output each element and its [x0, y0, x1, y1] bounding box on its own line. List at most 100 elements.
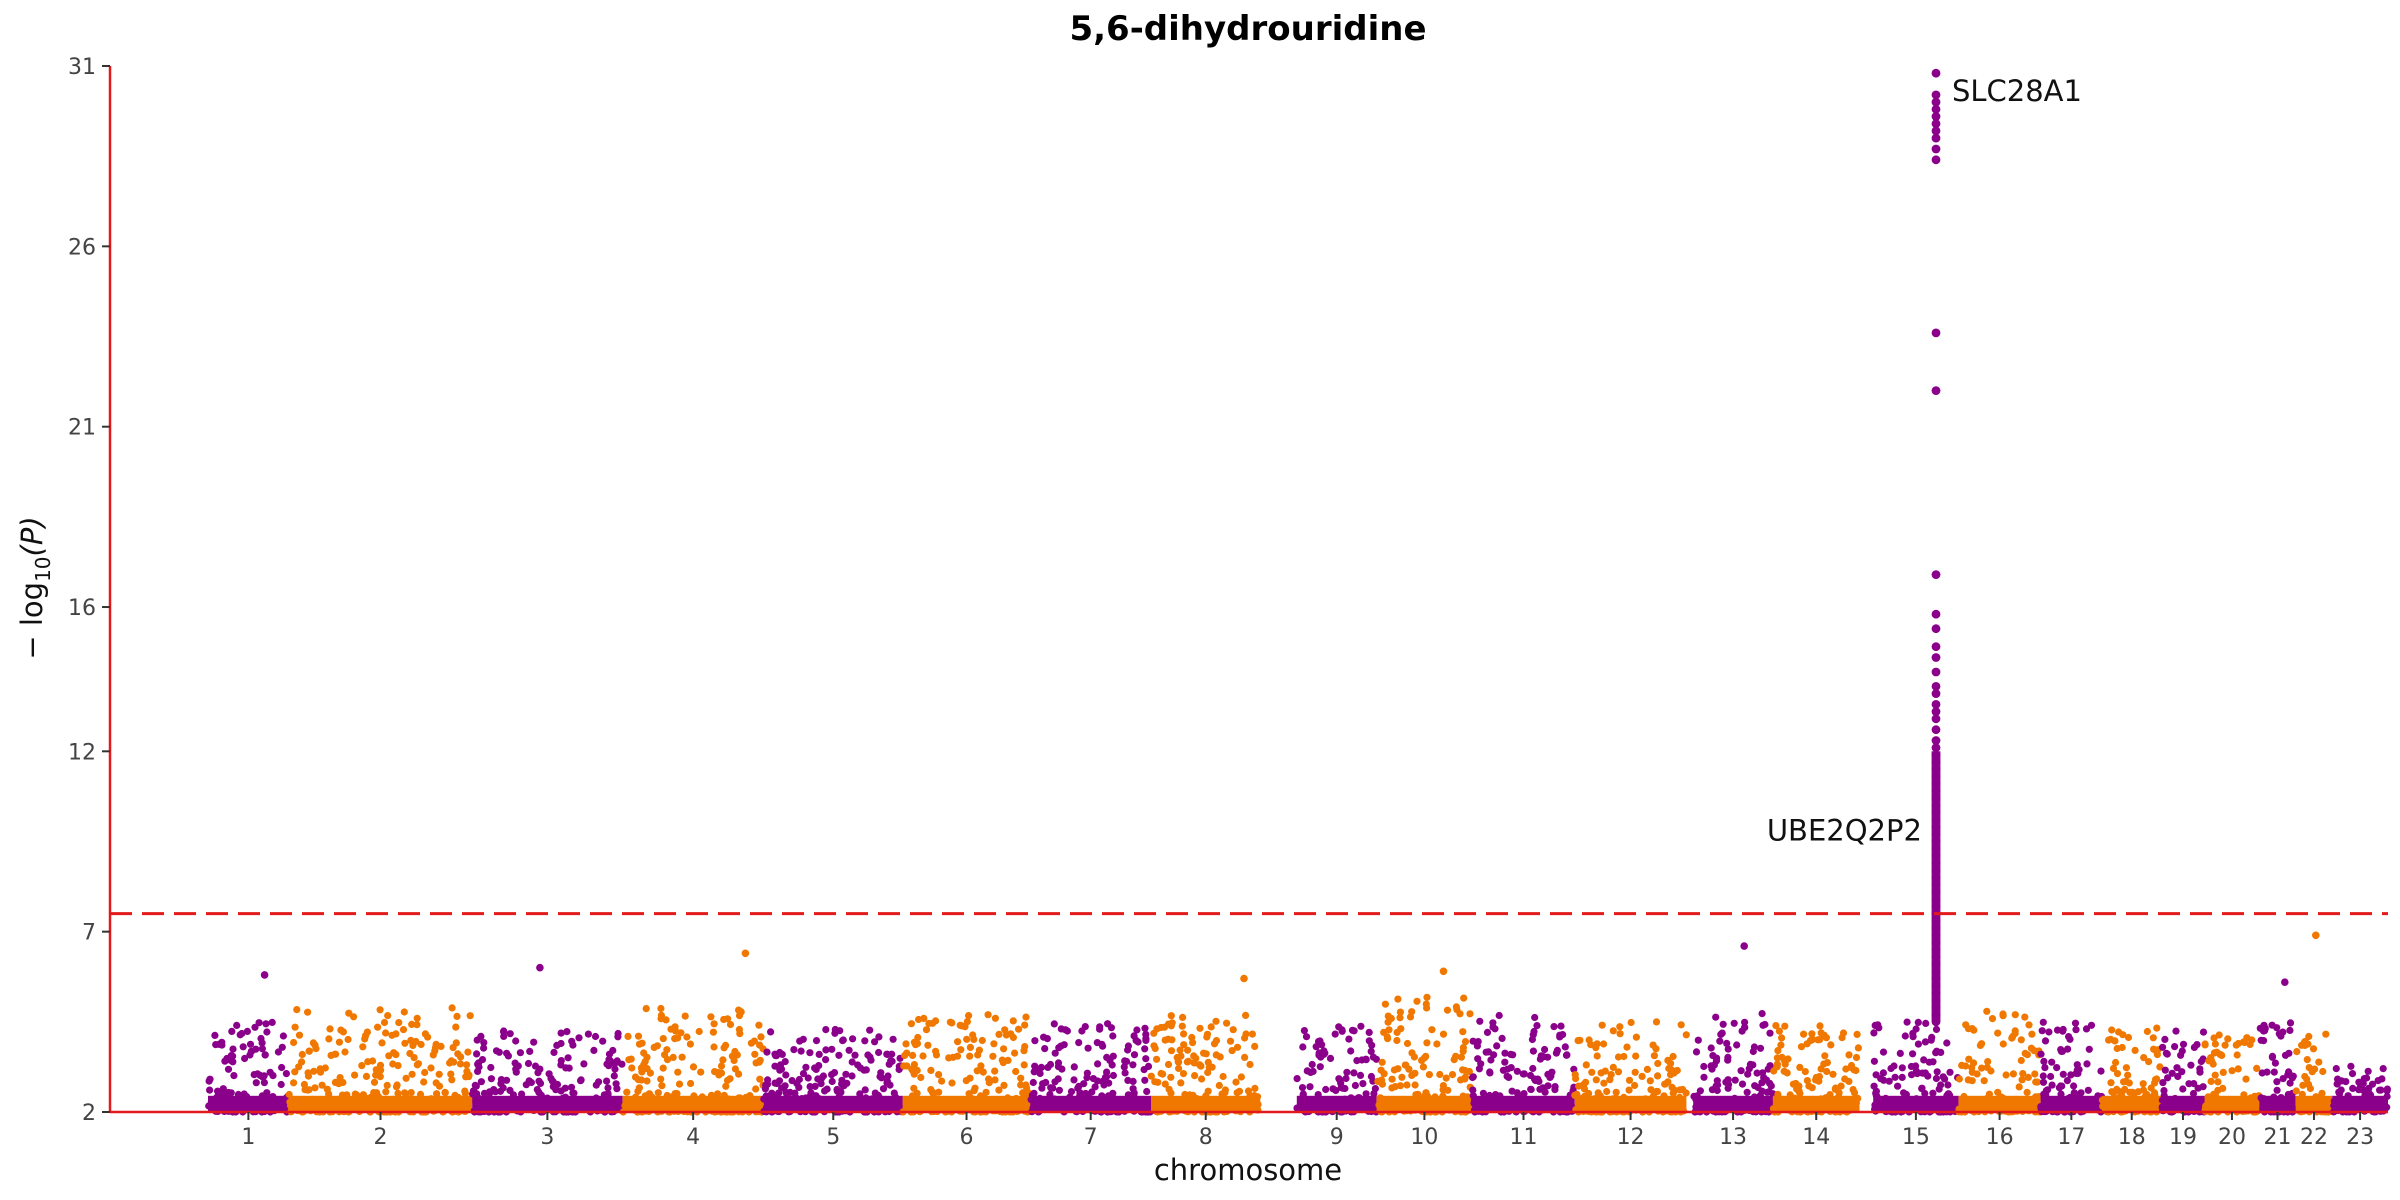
snp-point: [1700, 1073, 1708, 1081]
annotation-label: UBE2Q2P2: [1767, 814, 1922, 848]
chromosome-10-dense-band: [1376, 1095, 1473, 1112]
snp-point: [1850, 1089, 1859, 1097]
snp-point: [2066, 1035, 2074, 1043]
snp-point: [1600, 1079, 1608, 1087]
snp-point: [383, 1081, 391, 1089]
snp-point: [1753, 1069, 1761, 1077]
snp-point: [2273, 1086, 2281, 1094]
snp-point: [687, 1079, 695, 1088]
snp-point: [752, 1085, 760, 1093]
snp-point: [1141, 1024, 1149, 1032]
snp-point: [843, 1079, 851, 1087]
snp-point: [577, 1077, 585, 1085]
snp-point: [2124, 1033, 2133, 1042]
hit-locus-column: [1931, 751, 1941, 1022]
snp-point: [584, 1030, 593, 1038]
x-tick-label: 14: [1802, 1125, 1830, 1150]
snp-point: [1654, 1072, 1662, 1080]
chromosome-14-dense-band: [1772, 1095, 1860, 1112]
snp-point: [1051, 1078, 1059, 1086]
snp-point: [613, 1085, 621, 1093]
snp-point: [1314, 1037, 1323, 1046]
snp-point: [2084, 1086, 2092, 1094]
snp-point: [2308, 1068, 2316, 1076]
snp-point: [2228, 1067, 2236, 1075]
snp-point: [1093, 1039, 1101, 1047]
snp-point: [1725, 1080, 1733, 1089]
snp-point: [408, 1070, 416, 1078]
snp-point: [1362, 1090, 1370, 1098]
snp-point: [227, 1052, 235, 1060]
snp-point: [917, 1073, 925, 1082]
snp-point: [924, 1041, 932, 1049]
snp-point: [650, 1043, 658, 1051]
chromosome-6-points: [899, 1011, 1034, 1116]
snp-point: [243, 1027, 251, 1035]
snp-point: [2248, 1036, 2256, 1044]
snp-point: [961, 1023, 969, 1031]
snp-point: [2161, 1035, 2169, 1043]
snp-point: [1556, 1031, 1564, 1039]
snp-point: [1477, 1060, 1485, 1068]
snp-point: [1870, 1057, 1878, 1065]
snp-point: [2193, 1041, 2201, 1049]
snp-point: [821, 1087, 829, 1095]
snp-point: [491, 1088, 500, 1096]
snp-point: [1527, 1085, 1535, 1093]
snp-point: [628, 1064, 636, 1072]
snp-point: [1044, 1063, 1052, 1071]
snp-point: [304, 1008, 312, 1016]
snp-point: [1903, 1018, 1911, 1026]
snp-point: [1815, 1073, 1823, 1081]
snp-point: [227, 1089, 235, 1097]
snp-point: [1147, 1072, 1155, 1080]
snp-point: [2122, 1064, 2130, 1072]
snp-point: [1140, 1066, 1148, 1074]
snp-point: [1436, 1070, 1444, 1079]
snp-point: [1121, 1069, 1129, 1077]
snp-point: [1151, 1078, 1159, 1086]
x-tick-label: 4: [686, 1125, 700, 1150]
snp-point: [2315, 1058, 2323, 1066]
chromosome-4-dense-band: [622, 1095, 764, 1112]
snp-point: [2299, 1081, 2307, 1089]
snp-point: [1004, 1056, 1012, 1064]
snp-point: [545, 1070, 553, 1078]
snp-point: [795, 1083, 803, 1091]
snp-point: [735, 1025, 744, 1034]
snp-point: [1180, 1030, 1188, 1038]
snp-point: [1012, 1067, 1020, 1076]
snp-point: [1592, 1076, 1600, 1084]
snp-point: [2281, 1051, 2290, 1059]
snp-point: [1631, 1081, 1639, 1090]
snp-point: [477, 1032, 485, 1040]
snp-point: [970, 1035, 978, 1043]
snp-point: [229, 1058, 237, 1066]
snp-point: [1356, 1071, 1365, 1079]
snp-point: [1781, 1022, 1789, 1030]
snp-point: [399, 1026, 408, 1034]
snp-point: [1161, 1036, 1169, 1044]
snp-point: [610, 1072, 618, 1080]
snp-point: [580, 1060, 588, 1068]
snp-point: [695, 1027, 703, 1036]
snp-point: [1178, 1022, 1186, 1030]
snp-point: [711, 1068, 719, 1076]
snp-point: [910, 1070, 918, 1078]
snp-point: [1707, 1044, 1715, 1052]
x-tick-label: 15: [1902, 1125, 1930, 1150]
snp-point: [2234, 1065, 2242, 1073]
snp-point: [1009, 1033, 1018, 1042]
snp-point: [378, 1039, 386, 1047]
snp-point: [790, 1046, 798, 1054]
x-tick-label: 23: [2346, 1125, 2374, 1150]
snp-point: [913, 1089, 921, 1097]
y-tick-label: 26: [68, 235, 96, 260]
snp-point: [1487, 1056, 1495, 1064]
snp-point: [1718, 1029, 1726, 1037]
snp-point: [1461, 1066, 1469, 1075]
snp-point: [1047, 1084, 1055, 1092]
snp-point: [2121, 1085, 2129, 1093]
snp-point: [1057, 1025, 1065, 1033]
hit-point: [1931, 104, 1941, 114]
